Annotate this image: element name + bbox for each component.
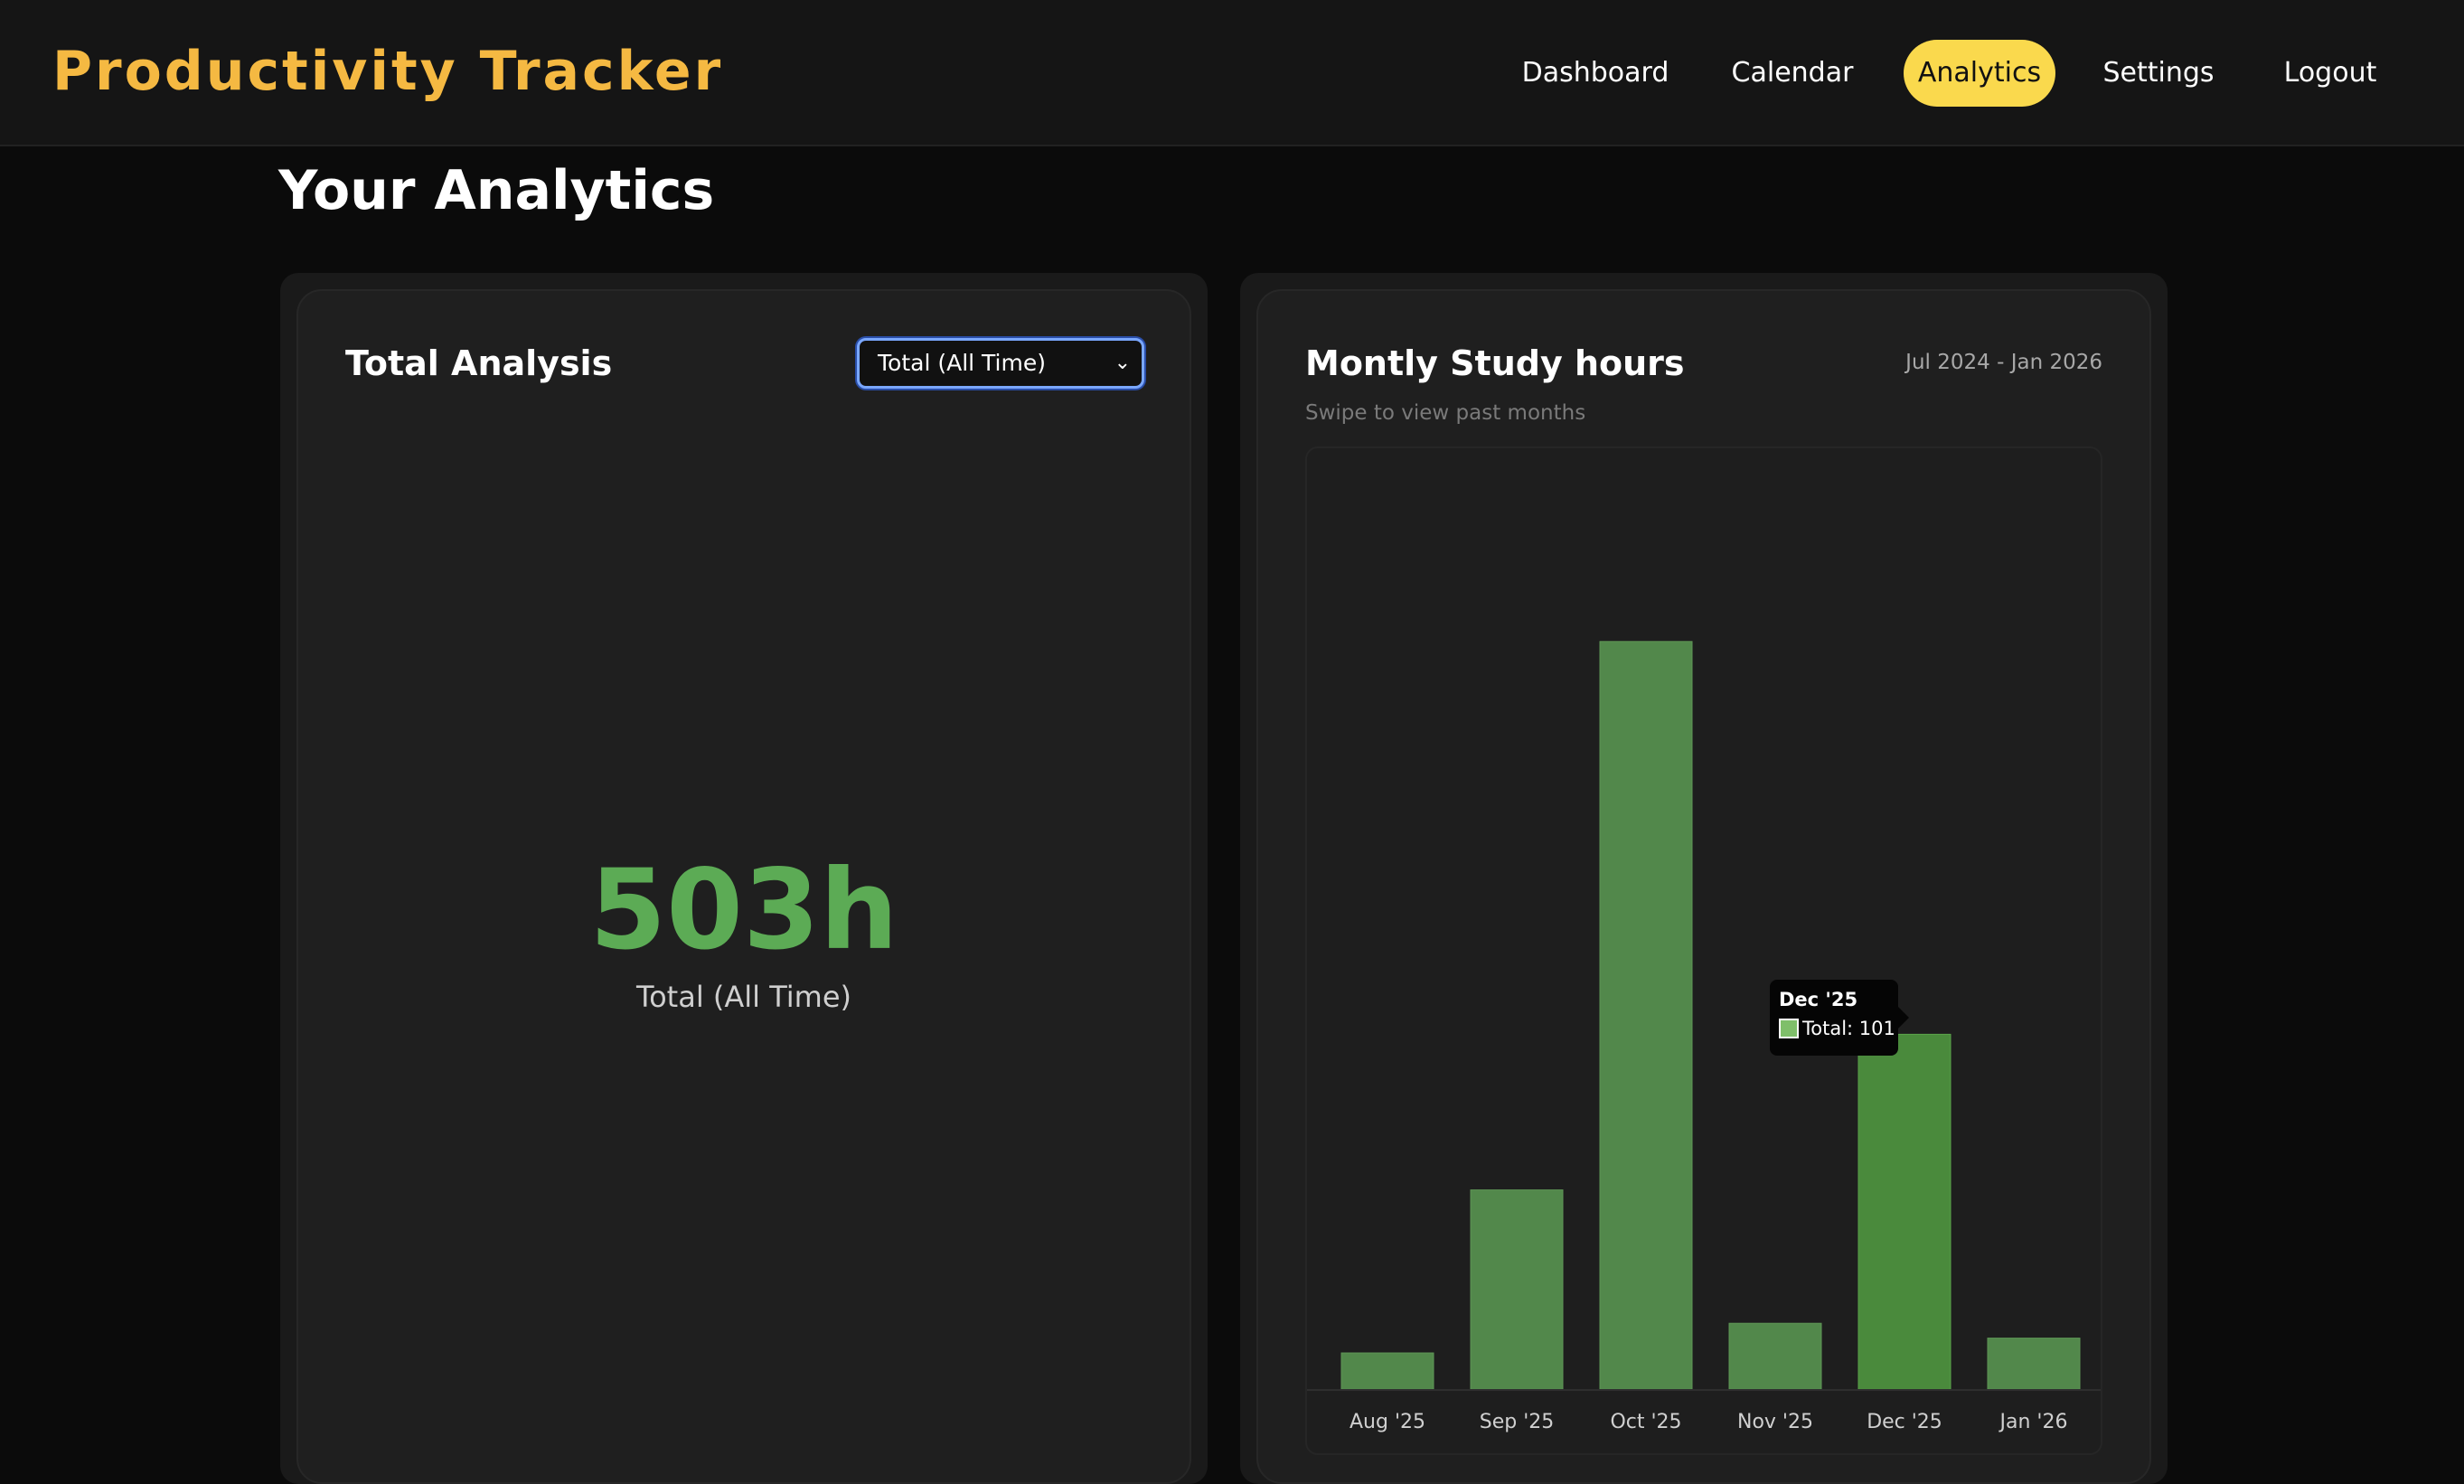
total-analysis-title: Total Analysis: [345, 343, 613, 383]
x-tick-label: Dec '25: [1867, 1411, 1942, 1433]
period-select-value: Total (All Time): [878, 350, 1046, 376]
total-hours-caption: Total (All Time): [635, 980, 852, 1014]
monthly-study-title: Montly Study hours: [1305, 343, 1685, 383]
period-select[interactable]: Total (All Time) ⌄: [857, 338, 1144, 389]
bar-dec-25[interactable]: [1857, 1033, 1951, 1391]
total-analysis-card: [280, 273, 1208, 1484]
nav-logout[interactable]: Logout: [2283, 57, 2377, 89]
monthly-bar-chart[interactable]: Aug '25 Sep '25 Oct '25 Nov '25 Dec '25 Jan '…: [1305, 446, 2102, 1455]
total-hours-value: 503h: [589, 846, 898, 974]
x-tick-label: Nov '25: [1737, 1411, 1813, 1433]
app-title: Productivity Tracker: [52, 40, 724, 103]
bar-nov-25[interactable]: [1728, 1322, 1822, 1391]
nav-settings[interactable]: Settings: [2102, 57, 2215, 89]
tooltip-label: Total: 101: [1802, 1018, 1895, 1039]
bar-aug-25[interactable]: [1340, 1352, 1434, 1391]
total-analysis-card-body: [296, 289, 1191, 1484]
nav-dashboard[interactable]: Dashboard: [1521, 57, 1669, 89]
swipe-hint: Swipe to view past months: [1305, 401, 1586, 425]
tooltip-row: Total: 101: [1779, 1018, 1898, 1039]
page-title: Your Analytics: [278, 159, 715, 222]
nav-calendar[interactable]: Calendar: [1731, 57, 1854, 89]
nav-analytics[interactable]: Analytics: [1904, 40, 2055, 107]
bar-jan-26[interactable]: [1987, 1338, 2081, 1391]
x-tick-label: Sep '25: [1480, 1411, 1555, 1433]
monthly-chart-area[interactable]: [1305, 446, 2102, 1455]
chevron-down-icon: ⌄: [1114, 352, 1131, 374]
bar-oct-25[interactable]: [1599, 641, 1693, 1391]
tooltip-title: Dec '25: [1779, 989, 1858, 1010]
x-tick-label: Oct '25: [1610, 1411, 1681, 1433]
date-range-label: Jul 2024 - Jan 2026: [1905, 351, 2102, 374]
x-tick-label: Jan '26: [1998, 1411, 2068, 1433]
tooltip-swatch: [1779, 1019, 1799, 1038]
x-tick-label: Aug '25: [1350, 1411, 1425, 1433]
bar-sep-25[interactable]: [1470, 1189, 1564, 1391]
top-navigation-bar: Productivity Tracker Dashboard Calendar …: [0, 0, 2464, 146]
main-nav: Dashboard Calendar Analytics Settings Lo…: [0, 40, 2464, 107]
chart-tooltip: Dec '25 Total: 101: [1770, 980, 1909, 1056]
